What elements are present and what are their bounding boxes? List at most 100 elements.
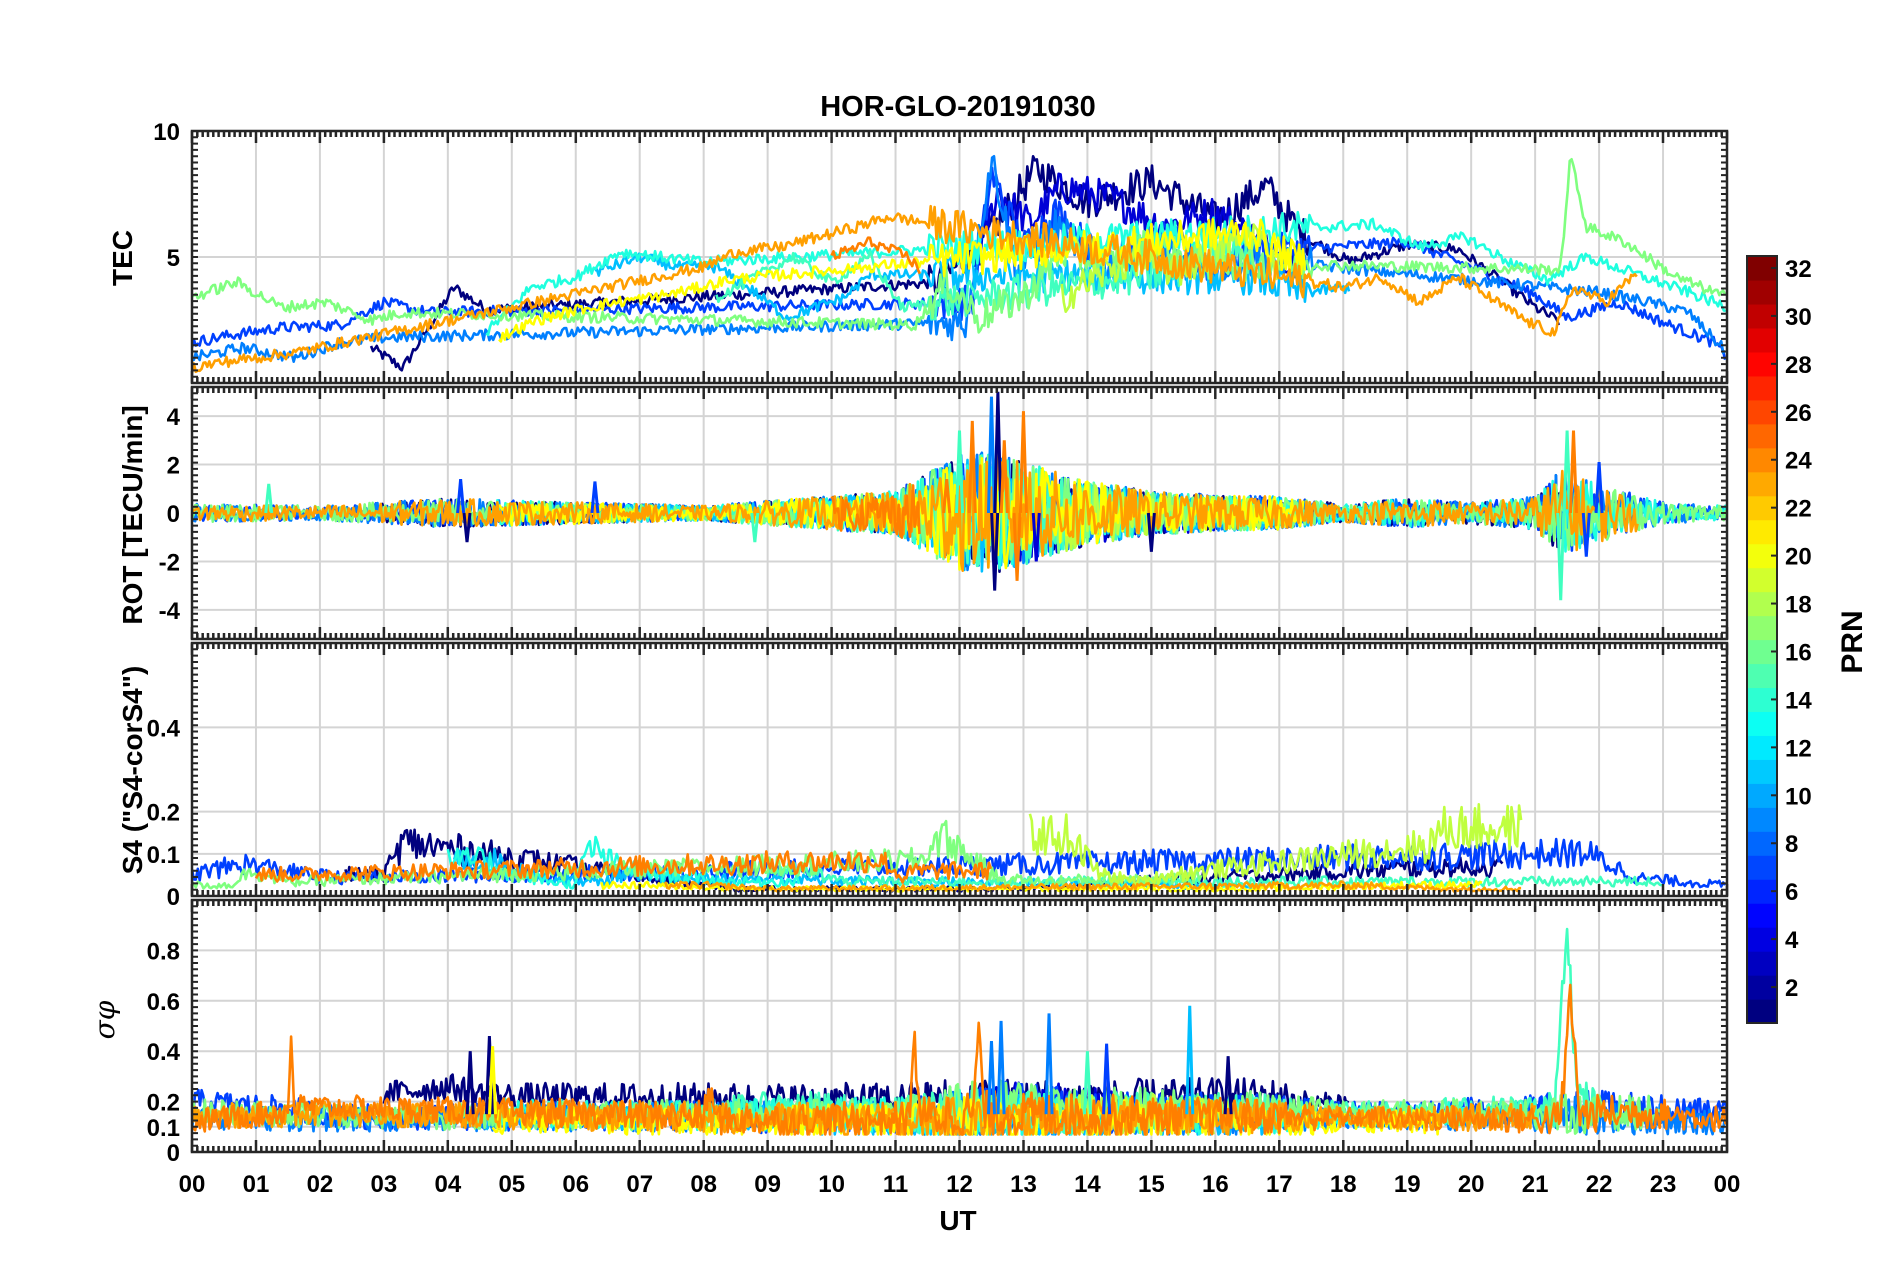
colorbar-tick-label: 30 <box>1785 304 1812 331</box>
rot-spike <box>264 483 274 514</box>
rot-data <box>192 391 1727 601</box>
tec-series-9 <box>192 155 1727 363</box>
tec-series-17 <box>192 158 1727 334</box>
rot-spike <box>1562 430 1572 514</box>
colorbar-tick-label: 20 <box>1785 544 1812 571</box>
x-tick-label: 18 <box>1330 1171 1357 1198</box>
colorbar-tick-label: 10 <box>1785 783 1812 810</box>
x-tick-label: 08 <box>690 1171 717 1198</box>
sigma-ytick-label: 0 <box>167 1140 180 1167</box>
rot-spike <box>1556 512 1566 601</box>
s4-series-19 <box>1028 803 1523 888</box>
rot-spike <box>590 481 600 514</box>
sigma-spike <box>488 1046 498 1115</box>
x-tick-label: 04 <box>434 1171 461 1198</box>
x-tick-label: 21 <box>1522 1171 1549 1198</box>
colorbar-bin <box>1747 567 1777 593</box>
s4-panel: 0 0.1 0.2 0.4 <box>147 641 1729 911</box>
tec-series-22 <box>192 204 1638 374</box>
colorbar-tick-label: 18 <box>1785 592 1812 619</box>
sigma-axis-label: σφ <box>88 1000 121 1039</box>
sigma-ytick-label: 0.1 <box>147 1115 180 1142</box>
s4-series-23 <box>254 850 993 884</box>
rot-ytick-label: -4 <box>159 598 181 625</box>
sigma-series-23 <box>192 983 1727 1136</box>
s4-series-15 <box>766 861 1663 888</box>
sigma-spike <box>1185 1005 1195 1115</box>
sigma-spike <box>1044 1013 1054 1115</box>
tec-series-20 <box>498 218 1307 343</box>
colorbar-bin <box>1747 951 1777 976</box>
sigma-spike <box>996 1020 1006 1115</box>
rot-spike <box>942 478 952 514</box>
sigma-ytick-label: 0.2 <box>147 1090 180 1117</box>
sigma-spike <box>465 1051 475 1115</box>
rot-spike <box>1594 462 1604 514</box>
colorbar-tick-label: 6 <box>1785 879 1798 906</box>
rot-spike <box>1146 512 1156 552</box>
colorbar-tick-label: 2 <box>1785 975 1798 1002</box>
tec-axis-label: TEC <box>107 230 138 286</box>
colorbar-tick-label: 8 <box>1785 831 1798 858</box>
sigma-spike <box>1102 1043 1112 1115</box>
tec-data <box>192 155 1727 374</box>
x-tick-label: 07 <box>626 1171 653 1198</box>
s4-axis-label: S4 ("S4-corS4") <box>117 666 148 875</box>
sigma-panel: 00.10.2 0.4 0.6 0.8 <box>147 898 1729 1167</box>
s4-ytick-label: 0.1 <box>147 842 180 869</box>
rot-series-23 <box>830 484 921 539</box>
rot-ytick-label: -2 <box>159 549 180 576</box>
colorbar-bin <box>1747 711 1777 736</box>
rot-spike <box>1031 512 1041 562</box>
x-tick-label: 03 <box>371 1171 398 1198</box>
sigma-ytick-label: 0.4 <box>147 1039 181 1066</box>
sigma-y-ticks <box>192 899 1727 1153</box>
colorbar-bin <box>1747 903 1777 928</box>
x-tick-label: 20 <box>1458 1171 1485 1198</box>
x-tick-label: 01 <box>243 1171 270 1198</box>
tec-ytick-label: 5 <box>167 245 180 272</box>
colorbar-bin <box>1747 759 1777 784</box>
s4-series-22 <box>664 880 1522 893</box>
rot-panel: -4 -2 0 2 4 <box>159 385 1729 641</box>
colorbar-tick-label: 28 <box>1785 352 1812 379</box>
colorbar-bin <box>1747 279 1777 305</box>
rot-spike <box>999 440 1009 514</box>
x-tick-label: 16 <box>1202 1171 1229 1198</box>
tec-series-23 <box>830 236 921 275</box>
rot-ytick-label: 2 <box>167 453 180 480</box>
rot-spike <box>1018 411 1028 514</box>
colorbar-label: PRN <box>1836 610 1869 673</box>
x-tick-label: 12 <box>946 1171 973 1198</box>
x-tick-label: 19 <box>1394 1171 1421 1198</box>
rot-spike <box>1581 512 1591 557</box>
colorbar-bin <box>1747 807 1777 832</box>
s4-ytick-label: 0 <box>167 884 180 911</box>
rot-spike <box>990 512 1000 591</box>
x-axis-label: UT <box>939 1205 976 1236</box>
colorbar-bin <box>1747 327 1777 353</box>
colorbar-bin <box>1747 375 1777 401</box>
rot-spike <box>986 396 996 514</box>
x-tick-label: 14 <box>1074 1171 1101 1198</box>
colorbar-bin <box>1747 423 1777 449</box>
colorbar-bin <box>1747 615 1777 641</box>
colorbar-tick-label: 26 <box>1785 400 1812 427</box>
colorbar-tick-label: 4 <box>1785 927 1799 954</box>
colorbar-bin <box>1747 855 1777 880</box>
colorbar-frame <box>1746 255 1778 1024</box>
tec-panel: 5 10 <box>153 119 1729 385</box>
x-tick-label: 13 <box>1010 1171 1037 1198</box>
s4-y-ticks <box>192 642 1727 897</box>
colorbar-tick-label: 16 <box>1785 639 1812 666</box>
sigma-series-22 <box>192 1096 1537 1136</box>
x-tick-label: 11 <box>883 1171 908 1198</box>
rot-axis-label: ROT [TECU/min] <box>117 405 148 624</box>
colorbar-tick-label: 12 <box>1785 735 1812 762</box>
rot-spike <box>462 512 472 543</box>
s4-ytick-label: 0.2 <box>147 800 180 827</box>
sigma-spike <box>1082 1051 1092 1115</box>
rot-spike <box>1012 512 1022 581</box>
